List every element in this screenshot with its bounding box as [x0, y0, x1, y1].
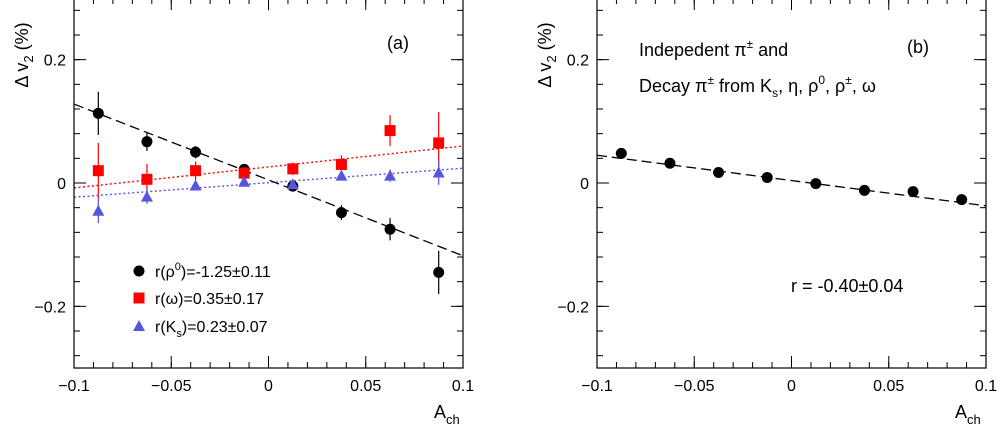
panel-a-xlabel: Ach: [434, 402, 460, 427]
panel-b-series-0-point: [956, 194, 968, 206]
panel-a-xtick-label: 0.05: [350, 378, 381, 395]
panel-a-series-0-point: [190, 146, 202, 158]
legend-label-ks: r(Ks)=0.23±0.07: [155, 319, 268, 340]
panel-a-ytick-label: −0.2: [34, 299, 66, 316]
panel-a-series-2-point: [335, 169, 348, 181]
panel-a-series-2-point: [140, 190, 153, 202]
legend-label-omega: r(ω)=0.35±0.17: [155, 291, 264, 308]
panel-a: −0.1 −0.05 0 0.05 0.1 −0.2 0 0.2 Δ v2 (%) Ach (…: [12, 0, 474, 427]
panel-a-series-0-fit-line: [73, 103, 464, 257]
panel-b-ytick-label: −0.2: [557, 299, 589, 316]
panel-a-series-1-point: [92, 165, 104, 177]
panel-b-series-0-point: [761, 171, 773, 183]
panel-a-series-2-fit-line: [73, 167, 464, 198]
panel-b-series-0-point: [664, 157, 676, 169]
panel-b-xtick-label: −0.1: [581, 378, 613, 395]
panel-b-xlabel: Ach: [955, 402, 981, 427]
panel-a-series-0-point: [92, 107, 104, 119]
panel-b-xtick-label: 0.05: [873, 378, 904, 395]
panel-b-fit-result: r = -0.40±0.04: [791, 276, 903, 296]
panel-b-ytick-label: 0: [580, 176, 589, 193]
panel-a-xtick-label: 0: [264, 378, 273, 395]
panel-a-series-1-point: [384, 125, 396, 137]
panel-a-label: (a): [387, 33, 409, 53]
panel-a-series-2-point: [92, 204, 105, 216]
panel-a-xtick-label: 0.1: [452, 378, 474, 395]
panel-a-ylabel: Δ v2 (%): [12, 22, 36, 87]
panel-b-series-0-point: [858, 184, 870, 196]
panel-b-series-0-point: [810, 178, 822, 190]
panel-a-series-1-point: [335, 159, 347, 170]
panel-b-label: (b): [907, 37, 929, 57]
panel-b-series-0-point: [615, 147, 627, 159]
legend-marker-rho: [133, 265, 145, 277]
panel-a-xtick-label: −0.05: [151, 378, 192, 395]
panel-a-series-0-point: [433, 266, 445, 278]
panel-b-frame: [596, 0, 987, 369]
panel-b-series-0-point: [713, 167, 725, 179]
panel-b: −0.1 −0.05 0 0.05 0.1 −0.2 0 0.2 Δ v2 (%) Ach (…: [535, 0, 997, 427]
panel-a-series-0-point: [141, 136, 153, 148]
panel-a-xtick-label: −0.1: [58, 378, 90, 395]
panel-a-series-1-fit-line: [73, 145, 464, 189]
panel-a-series-2-point: [384, 169, 397, 181]
panel-a-ytick-label: 0.2: [44, 53, 66, 70]
panel-a-series-0-point: [335, 207, 347, 219]
panel-b-ytick-label: 0.2: [567, 53, 589, 70]
panel-a-series-2-point: [432, 166, 445, 178]
panel-b-annotation-line1: Indepedent π± and: [639, 37, 788, 60]
panel-b-xtick-label: −0.05: [674, 378, 715, 395]
panel-a-series-2-point: [189, 179, 202, 191]
panel-a-series-2-point: [238, 175, 251, 187]
panel-a-ytick-label: 0: [57, 176, 66, 193]
panel-a-series-0-point: [384, 223, 396, 235]
legend-marker-omega: [133, 292, 145, 304]
legend-marker-ks: [133, 320, 145, 331]
panel-a-series-1-point: [433, 137, 445, 149]
panel-b-ylabel: Δ v2 (%): [535, 22, 559, 87]
panel-a-series-2-point: [286, 178, 299, 190]
panel-a-frame: [73, 0, 464, 369]
panel-a-legend: r(ρ0)=-1.25±0.11 r(ω)=0.35±0.17 r(Ks)=0.…: [133, 261, 271, 340]
panel-b-annotation-line2: Decay π± from Ks, η, ρ0, ρ±, ω: [639, 73, 876, 100]
panel-a-series-1-point: [238, 167, 250, 179]
panel-b-series-0-fit-line: [596, 154, 987, 207]
panel-b-series-0-point: [907, 186, 919, 198]
panel-a-series-1-point: [190, 165, 202, 177]
panel-b-xtick-label: 0.1: [975, 378, 997, 395]
panel-a-series-1-point: [141, 173, 153, 185]
panel-a-series-1-point: [287, 163, 299, 175]
panel-b-xtick-label: 0: [787, 378, 796, 395]
legend-label-rho: r(ρ0)=-1.25±0.11: [155, 261, 271, 281]
